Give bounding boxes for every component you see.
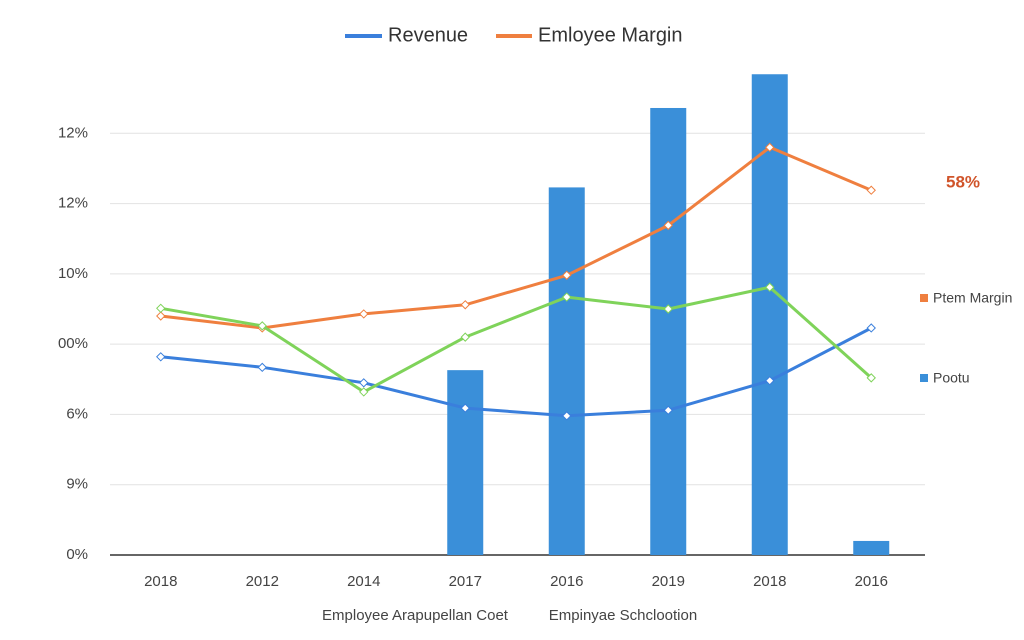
bar <box>650 107 687 556</box>
legend-label: Pootu <box>933 370 970 386</box>
point <box>156 303 166 314</box>
point <box>765 282 775 292</box>
axis-label: Employee Arapupellan Coet <box>322 607 509 624</box>
point <box>257 362 267 373</box>
line <box>160 145 872 330</box>
point <box>765 142 775 153</box>
annotation: 58% <box>946 172 980 191</box>
point <box>866 185 876 195</box>
y-tick-label: 12% <box>58 124 88 141</box>
point <box>866 373 876 383</box>
x-tick-label: 2016 <box>855 573 888 590</box>
y-tick-label: 00% <box>58 335 88 352</box>
point <box>562 411 572 421</box>
legend-swatch <box>920 294 928 302</box>
line <box>160 285 873 394</box>
bar <box>853 540 890 555</box>
y-tick-label: 0% <box>66 546 88 563</box>
legend-label: Revenue <box>388 24 468 46</box>
point <box>156 311 166 321</box>
bar <box>548 187 585 556</box>
point <box>663 304 673 314</box>
y-tick-label: 6% <box>66 405 88 422</box>
point <box>359 378 369 388</box>
x-tick-label: 2018 <box>753 573 786 590</box>
point <box>460 300 470 310</box>
point <box>460 332 470 342</box>
axis-label: Empinyae Schclootion <box>549 607 697 624</box>
x-tick-label: 2019 <box>652 573 685 590</box>
point <box>663 405 673 415</box>
legend-label: Emloyee Margin <box>538 24 683 46</box>
x-tick-label: 2017 <box>449 573 482 590</box>
bar <box>447 370 484 555</box>
point <box>866 323 876 333</box>
point <box>359 387 369 397</box>
point <box>663 220 673 231</box>
y-tick-label: 9% <box>66 476 88 493</box>
legend-swatch <box>920 374 928 382</box>
point <box>156 352 166 362</box>
x-tick-label: 2014 <box>347 573 380 590</box>
annotation: Ptem Margin <box>933 290 1012 306</box>
point <box>359 309 369 319</box>
point <box>460 403 470 413</box>
point <box>257 321 267 331</box>
bar <box>751 74 788 555</box>
x-tick-label: 2018 <box>144 573 177 590</box>
point <box>765 375 775 386</box>
point <box>562 270 572 280</box>
y-tick-label: 10% <box>58 265 88 282</box>
x-tick-label: 2012 <box>246 573 279 590</box>
point <box>562 292 572 302</box>
y-tick-label: 12% <box>58 195 88 212</box>
x-tick-label: 2016 <box>550 573 583 590</box>
line <box>160 326 872 418</box>
